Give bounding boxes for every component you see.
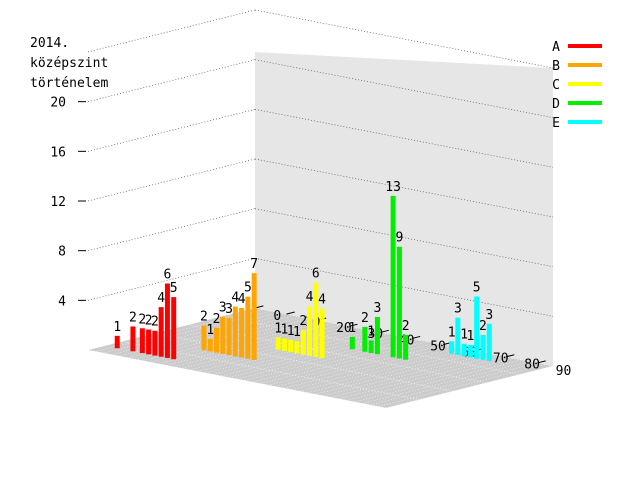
bar-label: 5 bbox=[473, 281, 481, 296]
bar-label: 1 bbox=[113, 320, 121, 335]
z-grid-line bbox=[87, 59, 256, 103]
legend-label: C bbox=[552, 78, 560, 93]
x-tick-mark bbox=[348, 323, 358, 327]
bar-label: 3 bbox=[219, 301, 227, 316]
bar-label: 1 bbox=[293, 325, 301, 340]
bar-label: 2 bbox=[200, 309, 208, 324]
bar-label: 1 bbox=[348, 321, 356, 336]
bar-label: 2 bbox=[151, 315, 159, 330]
floor-grid-line bbox=[221, 316, 520, 375]
bar-label: 1 bbox=[367, 325, 375, 340]
x-tick-label: 20 bbox=[336, 321, 352, 336]
title-line-2: középszint bbox=[30, 56, 108, 71]
z-tick-label: 20 bbox=[50, 96, 66, 111]
floor-grid-line bbox=[254, 307, 554, 367]
z-tick-label: 8 bbox=[58, 245, 66, 260]
bar-label: 9 bbox=[395, 231, 403, 246]
x-tick-label: 80 bbox=[524, 358, 540, 373]
title-line-3: történelem bbox=[30, 76, 108, 91]
bar-label: 2 bbox=[129, 310, 137, 325]
x-tick-mark bbox=[286, 311, 295, 315]
z-grid-line bbox=[254, 208, 554, 268]
bar-label: 6 bbox=[164, 268, 172, 283]
back-wall bbox=[255, 52, 553, 366]
bar-label: 1 bbox=[287, 324, 295, 339]
bar-label: 3 bbox=[374, 301, 382, 316]
bar-label: 3 bbox=[485, 308, 493, 323]
legend-label: A bbox=[552, 40, 560, 55]
z-grid-line bbox=[87, 108, 256, 152]
floor-grid-line bbox=[154, 332, 453, 392]
z-grid-line bbox=[254, 158, 554, 218]
bar-label: 4 bbox=[157, 291, 165, 306]
bar-label: 4 bbox=[238, 292, 246, 307]
z-grid-line bbox=[87, 158, 256, 202]
bar-label: 5 bbox=[170, 281, 178, 296]
z-axis: 4 8 12 16 20 bbox=[50, 9, 554, 317]
bar-label: 2 bbox=[213, 312, 221, 327]
title-line-1: 2014. bbox=[30, 36, 69, 51]
bar-label: 7 bbox=[250, 257, 258, 272]
bar-label: 2 bbox=[299, 314, 307, 329]
legend-label: B bbox=[552, 59, 560, 74]
bar-label: 1 bbox=[467, 329, 475, 344]
x-tick-label: 90 bbox=[556, 364, 572, 379]
bar-label: 1 bbox=[448, 325, 456, 340]
bar-label: 2 bbox=[361, 311, 369, 326]
floor-grid-line bbox=[121, 341, 420, 400]
x-tick-mark bbox=[505, 354, 515, 358]
z-grid-line bbox=[254, 108, 554, 168]
z-grid-line bbox=[254, 59, 554, 119]
bar-label: 2 bbox=[138, 312, 146, 327]
bar-label: 4 bbox=[318, 293, 326, 308]
z-tick-label: 4 bbox=[58, 294, 66, 309]
bar-label: 1 bbox=[274, 321, 282, 336]
z-grid-line bbox=[87, 9, 256, 53]
legend-label: D bbox=[552, 97, 560, 112]
bar-label: 1 bbox=[460, 328, 468, 343]
x-tick-label: 70 bbox=[493, 352, 509, 367]
z-tick-label: 16 bbox=[50, 145, 66, 160]
x-tick-mark bbox=[380, 329, 389, 333]
floor-grid-line bbox=[188, 324, 487, 384]
x-tick-mark bbox=[411, 335, 421, 340]
bar-label: 5 bbox=[244, 281, 252, 296]
bar-label: 4 bbox=[231, 291, 239, 306]
bar-label: 2 bbox=[402, 319, 410, 334]
z-grid-line bbox=[254, 9, 554, 69]
z-grid-line bbox=[87, 208, 256, 252]
x-tick-label: 50 bbox=[430, 339, 446, 354]
x-tick-label: 0 bbox=[273, 309, 281, 324]
bar-label: 13 bbox=[385, 180, 401, 195]
z-tick-label: 12 bbox=[50, 195, 66, 210]
legend-label: E bbox=[552, 116, 560, 131]
bar-label: 6 bbox=[312, 267, 320, 282]
bar-label: 1 bbox=[281, 323, 289, 338]
bar-label: 3 bbox=[225, 302, 233, 317]
bar-label: 3 bbox=[454, 302, 462, 317]
bar-label: 2 bbox=[145, 314, 153, 329]
x-tick-mark bbox=[537, 360, 546, 364]
z-grid-line bbox=[254, 257, 554, 317]
bar-label: 1 bbox=[206, 323, 214, 338]
bar-label: 2 bbox=[479, 319, 487, 334]
floor-grid-line bbox=[87, 349, 387, 409]
bar-label: 4 bbox=[306, 290, 314, 305]
